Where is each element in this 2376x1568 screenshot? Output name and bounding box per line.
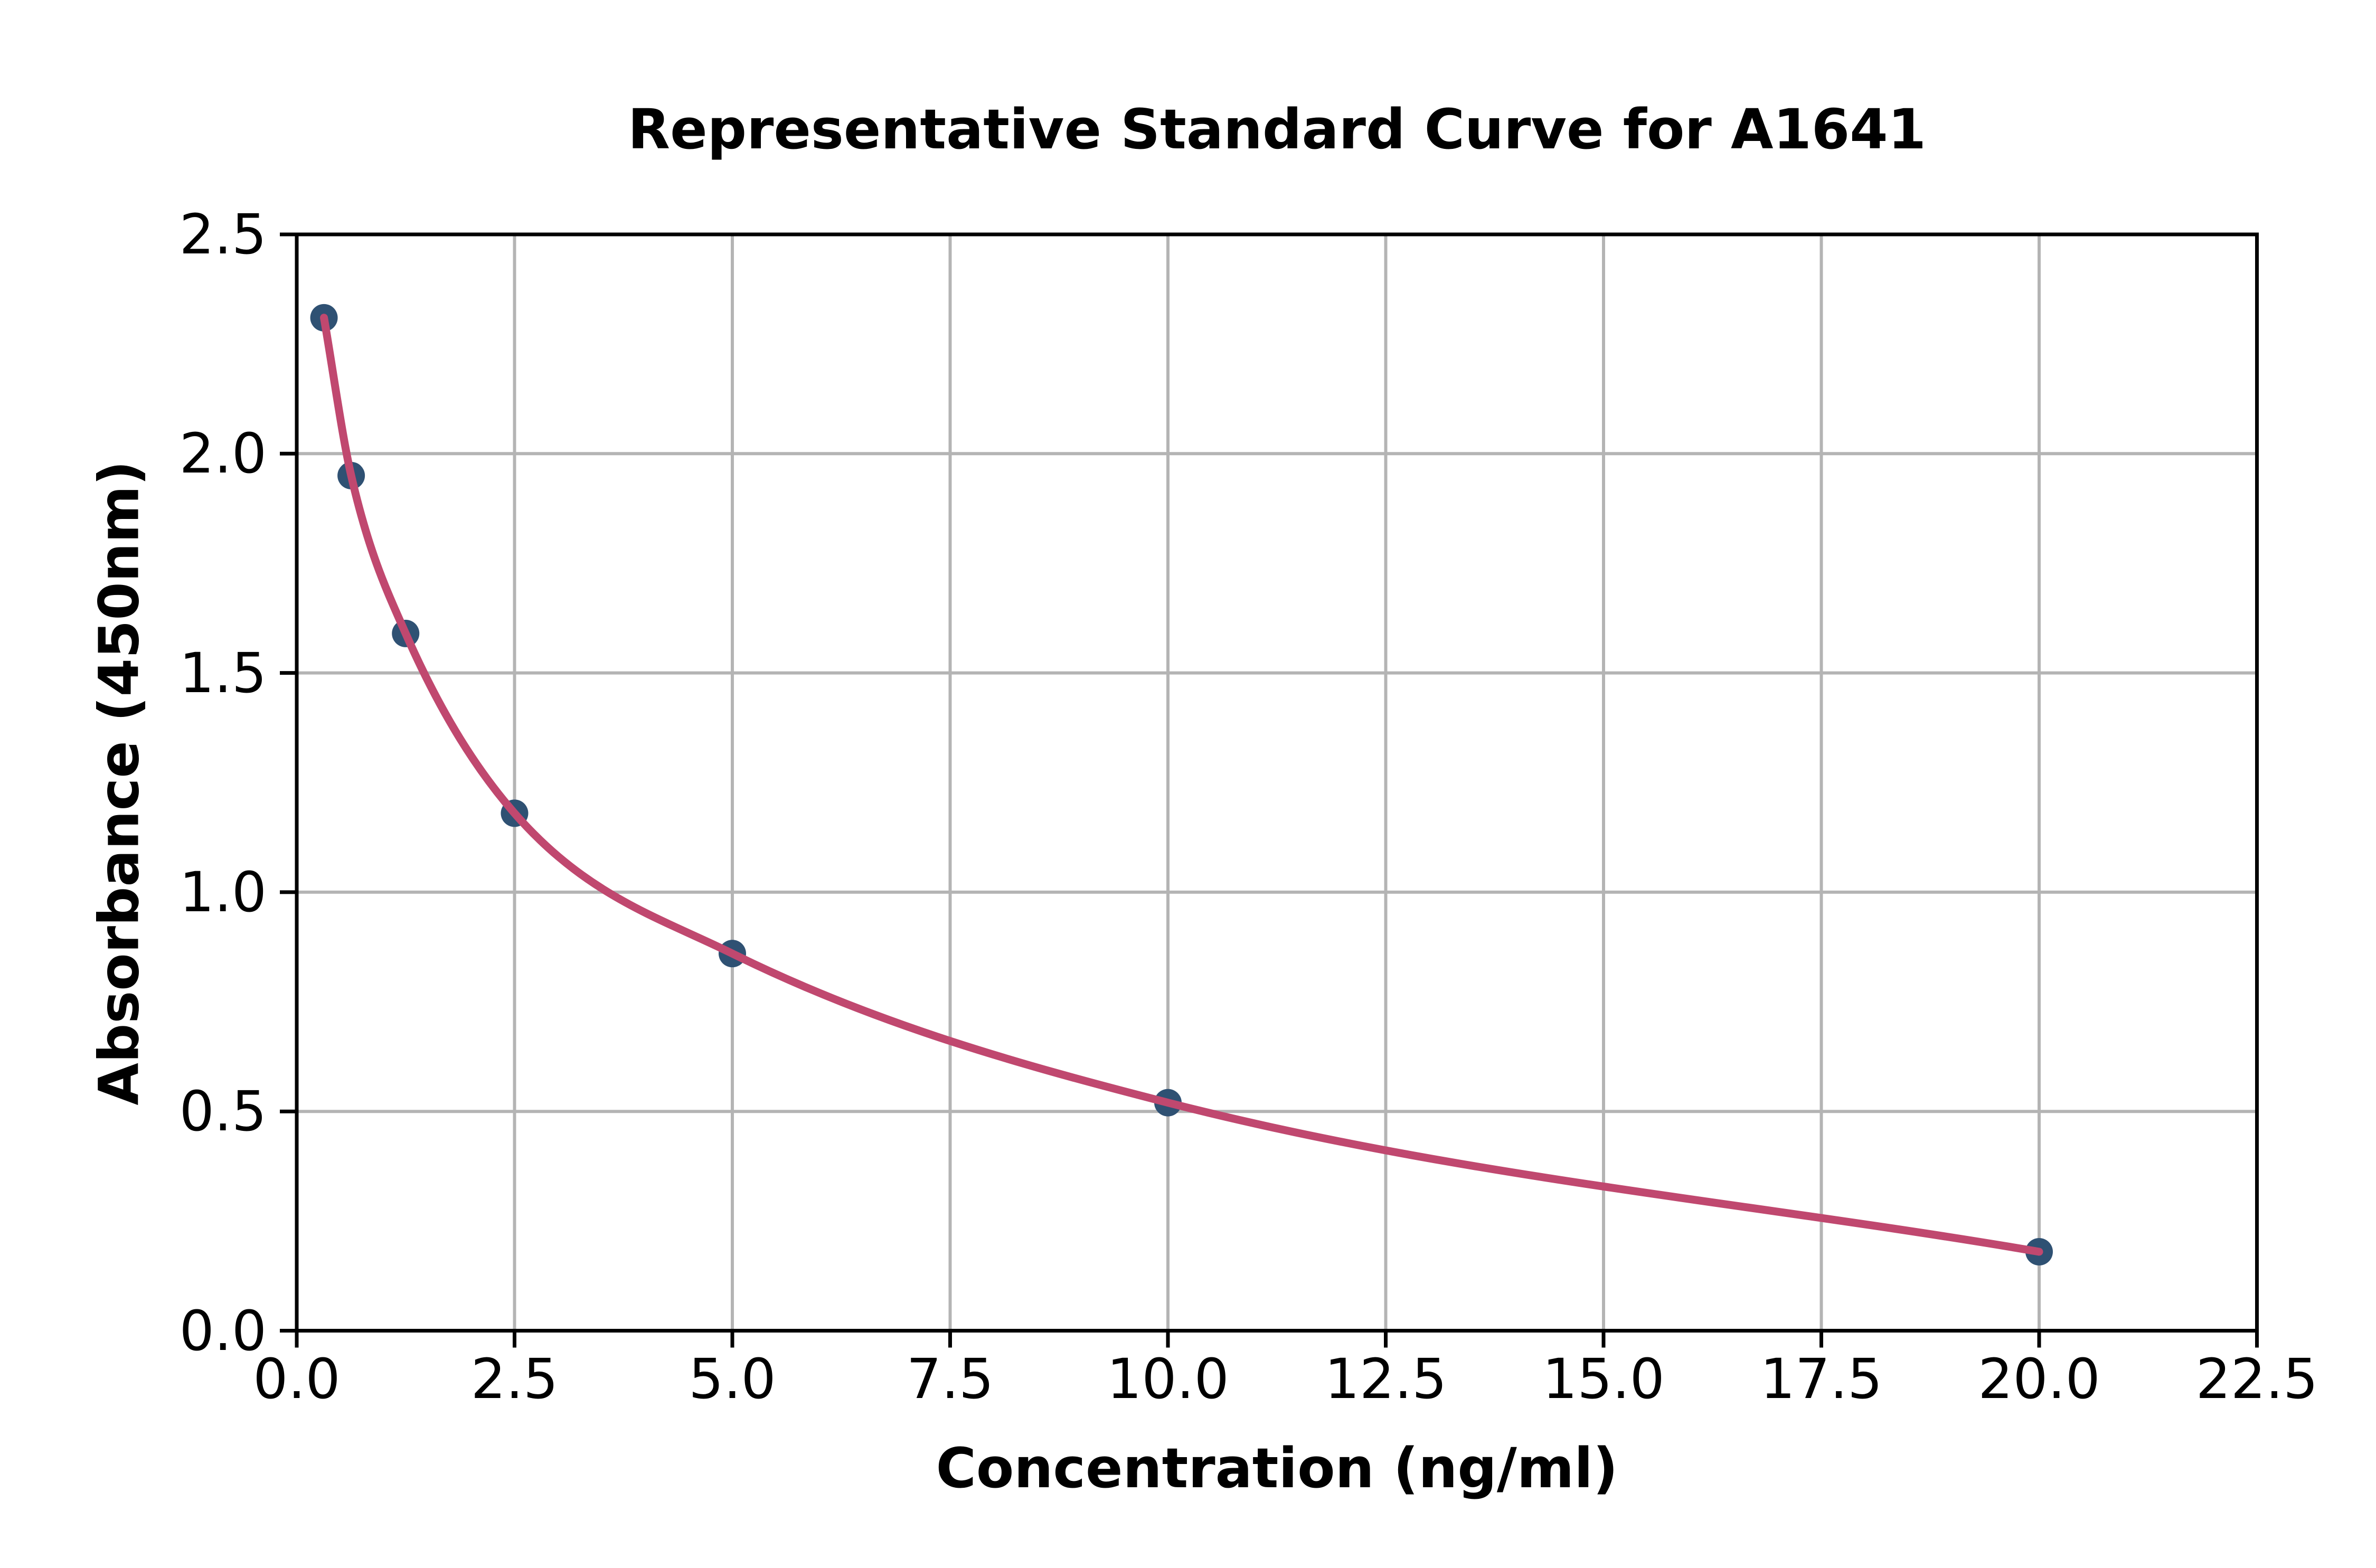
- x-tick-label: 10.0: [1107, 1347, 1229, 1411]
- plot-frame: [295, 232, 2259, 1333]
- y-tick-label: 0.0: [179, 1298, 267, 1363]
- x-tick-label: 20.0: [1978, 1347, 2100, 1411]
- x-tick-label: 5.0: [689, 1347, 776, 1411]
- x-tick-label: 7.5: [906, 1347, 994, 1411]
- x-tick-label: 17.5: [1760, 1347, 1883, 1411]
- x-tick-label: 2.5: [470, 1347, 559, 1411]
- chart-title: Representative Standard Curve for A1641: [628, 97, 1926, 162]
- y-axis-title: Absorbance (450nm): [87, 460, 152, 1106]
- x-tick-label: 15.0: [1542, 1347, 1665, 1411]
- x-axis-title: Concentration (ng/ml): [936, 1436, 1618, 1500]
- y-tick-label: 1.5: [179, 640, 267, 705]
- y-tick-label: 1.0: [179, 859, 267, 924]
- y-tick-label: 0.5: [179, 1079, 267, 1144]
- y-tick-label: 2.0: [179, 421, 267, 486]
- x-tick-label: 22.5: [2195, 1347, 2318, 1411]
- x-tick-label: 0.0: [253, 1347, 341, 1411]
- x-tick-label: 12.5: [1324, 1347, 1447, 1411]
- y-tick-label: 2.5: [179, 202, 267, 267]
- fit-curve: [320, 314, 2043, 1256]
